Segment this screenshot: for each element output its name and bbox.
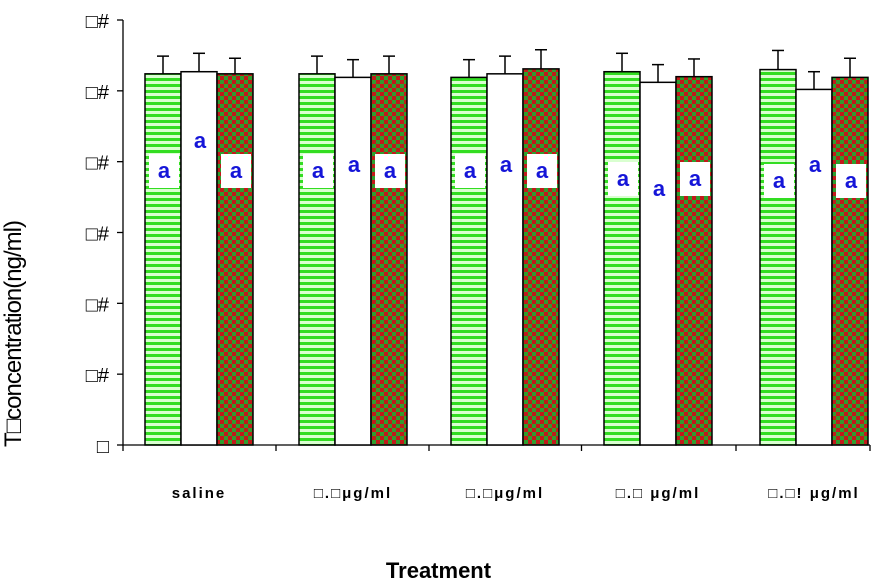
bar-1-2 [370, 73, 408, 446]
x-tick-label-1: □.□μg/ml [314, 485, 392, 502]
label-box-1-2 [375, 154, 405, 188]
label-box-4-0 [764, 164, 794, 198]
significance-label-4-1: a [809, 152, 822, 177]
significance-label-0-1: a [194, 128, 207, 153]
significance-label-1-2: a [384, 158, 397, 183]
significance-label-0-0: a [158, 158, 171, 183]
significance-label-0-2: a [230, 158, 243, 183]
label-box-1-1 [339, 148, 369, 182]
bar-0-0 [144, 73, 182, 446]
significance-label-1-0: a [312, 158, 325, 183]
y-tick-label-6: □# [86, 11, 110, 33]
x-tick-label-2: □.□μg/ml [466, 485, 544, 502]
significance-label-3-0: a [617, 166, 630, 191]
significance-label-2-2: a [536, 158, 549, 183]
bar-2-1 [486, 73, 524, 446]
significance-label-2-1: a [500, 152, 513, 177]
significance-label-4-2: a [845, 168, 858, 193]
significance-label-3-2: a [689, 166, 702, 191]
y-tick-label-3: □# [86, 224, 110, 246]
bar-4-1 [795, 88, 833, 446]
bar-4-0 [759, 68, 797, 446]
label-box-0-2 [221, 154, 251, 188]
label-box-4-2 [836, 164, 866, 198]
label-box-0-1 [185, 124, 215, 158]
significance-label-3-1: a [653, 176, 666, 201]
bar-4-2 [831, 76, 869, 446]
significance-label-1-1: a [348, 152, 361, 177]
y-tick-label-2: □# [86, 294, 110, 316]
bar-1-1 [334, 76, 372, 446]
label-box-2-1 [491, 148, 521, 182]
y-tick-label-5: □# [86, 82, 110, 104]
label-box-2-0 [455, 154, 485, 188]
label-box-1-0 [303, 154, 333, 188]
x-tick-label-4: □.□! μg/ml [768, 485, 859, 502]
y-tick-label-4: □# [86, 153, 110, 175]
label-box-3-1 [644, 172, 674, 206]
significance-label-2-0: a [464, 158, 477, 183]
bar-2-2 [522, 68, 560, 446]
x-axis-label: Treatment [385, 558, 492, 583]
label-box-3-2 [680, 162, 710, 196]
label-box-2-2 [527, 154, 557, 188]
x-tick-label-3: □.□ μg/ml [616, 485, 700, 502]
bar-3-2 [675, 75, 713, 446]
label-box-4-1 [800, 148, 830, 182]
y-tick-label-0: □ [97, 436, 109, 458]
bar-3-1 [639, 81, 677, 446]
bar-0-2 [216, 73, 254, 446]
significance-label-4-0: a [773, 168, 786, 193]
y-tick-label-1: □# [86, 365, 110, 387]
bar-2-0 [450, 76, 488, 446]
bar-1-0 [298, 73, 336, 446]
y-axis-label: T□concentration(ng/ml) [0, 221, 27, 447]
label-box-3-0 [608, 162, 638, 196]
label-box-0-0 [149, 154, 179, 188]
bar-3-0 [603, 70, 641, 446]
x-tick-label-0: saline [172, 485, 227, 502]
